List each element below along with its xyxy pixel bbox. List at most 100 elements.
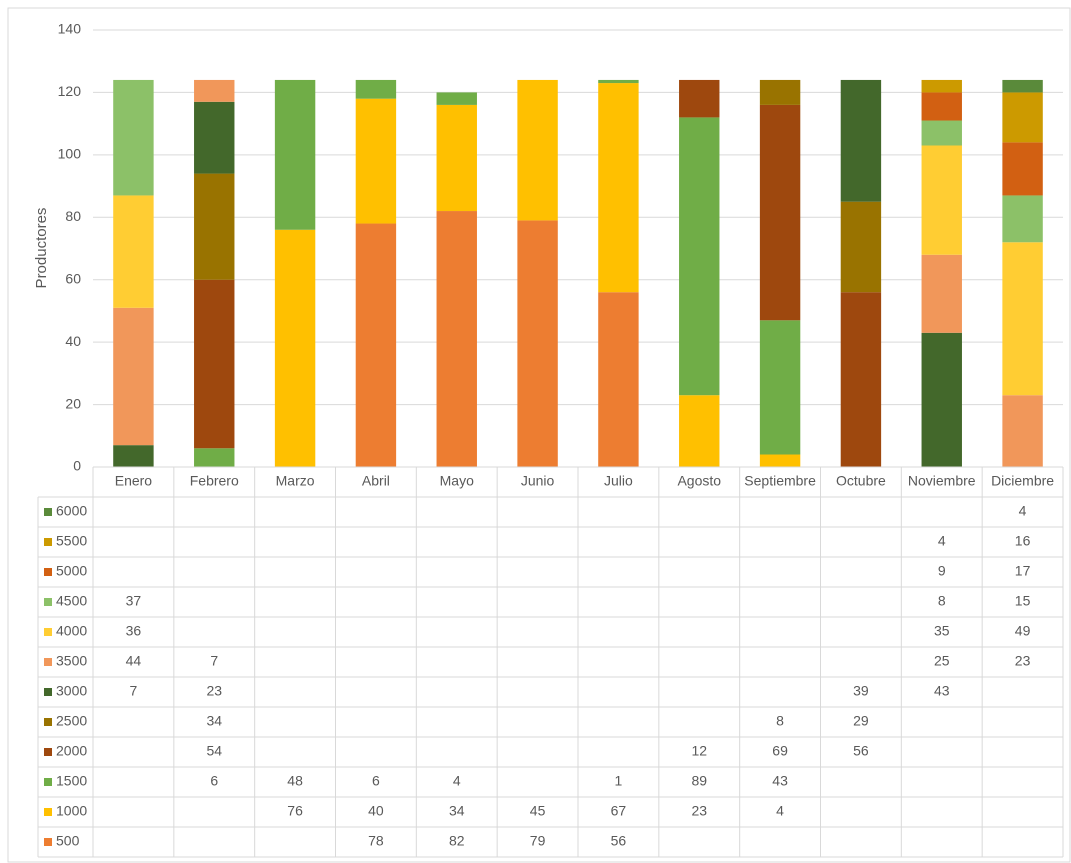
bar-segment: [517, 220, 558, 467]
legend-label: 5000: [56, 563, 87, 579]
bar-segment: [194, 101, 235, 174]
table-cell: 7: [130, 683, 138, 699]
y-tick-label: 40: [65, 333, 81, 349]
legend-label: 1000: [56, 803, 87, 819]
table-cell: 4: [776, 803, 784, 819]
table-cell: 82: [449, 833, 465, 849]
table-cell: 69: [772, 743, 788, 759]
table-cell: 1: [615, 773, 623, 789]
x-tick-label: Junio: [521, 473, 555, 489]
bar-segment: [1002, 92, 1043, 143]
table-cell: 29: [853, 713, 869, 729]
table-cell: 17: [1015, 563, 1031, 579]
table-cell: 35: [934, 623, 950, 639]
bar-segment: [355, 223, 397, 467]
legend-label: 4000: [56, 623, 87, 639]
legend-label: 500: [56, 833, 80, 849]
y-tick-label: 60: [65, 270, 81, 286]
table-cell: 15: [1015, 593, 1031, 609]
bar-segment: [194, 173, 235, 280]
legend-label: 3000: [56, 683, 87, 699]
bar-segment: [113, 307, 154, 446]
table-cell: 45: [530, 803, 546, 819]
table-cell: 39: [853, 683, 869, 699]
y-tick-label: 120: [58, 83, 82, 99]
y-tick-label: 140: [58, 21, 82, 37]
table-cell: 4: [1019, 503, 1027, 519]
table-cell: 40: [368, 803, 384, 819]
bar-segment: [355, 79, 397, 99]
bar-segment: [1002, 195, 1043, 243]
table-cell: 56: [853, 743, 869, 759]
y-tick-label: 100: [58, 146, 82, 162]
table-cell: 78: [368, 833, 384, 849]
table-cell: 8: [938, 593, 946, 609]
legend-key: [44, 598, 52, 606]
legend-key: [44, 568, 52, 576]
bar-segment: [1002, 395, 1043, 467]
table-cell: 9: [938, 563, 946, 579]
bar-segment: [921, 79, 962, 93]
y-tick-label: 80: [65, 208, 81, 224]
bar-segment: [921, 120, 962, 146]
legend-label: 2500: [56, 713, 87, 729]
table-cell: 4: [938, 533, 946, 549]
table-cell: 23: [206, 683, 222, 699]
table-cell: 8: [776, 713, 784, 729]
table-cell: 25: [934, 653, 950, 669]
table-cell: 36: [126, 623, 142, 639]
bar-segment: [598, 292, 639, 467]
bar-segment: [113, 79, 154, 196]
legend-key: [44, 778, 52, 786]
bar-segment: [194, 279, 235, 449]
table-cell: 43: [934, 683, 950, 699]
x-tick-label: Agosto: [677, 473, 721, 489]
legend-label: 4500: [56, 593, 87, 609]
bar-segment: [759, 104, 801, 321]
x-tick-label: Julio: [604, 473, 633, 489]
table-cell: 49: [1015, 623, 1031, 639]
legend-label: 3500: [56, 653, 87, 669]
x-tick-label: Abril: [362, 473, 390, 489]
legend-key: [44, 718, 52, 726]
x-tick-label: Septiembre: [744, 473, 816, 489]
bar-segment: [921, 332, 962, 467]
bar-segment: [679, 79, 720, 118]
table-cell: 79: [530, 833, 546, 849]
bar-segment: [436, 104, 477, 212]
table-cell: 16: [1015, 533, 1031, 549]
legend-key: [44, 538, 52, 546]
y-axis-label: Productores: [33, 208, 50, 289]
bar-segment: [1002, 242, 1043, 396]
legend-key: [44, 658, 52, 666]
table-cell: 23: [691, 803, 707, 819]
bar-segment: [679, 117, 720, 396]
bar-segment: [194, 448, 235, 467]
y-tick-label: 20: [65, 395, 81, 411]
bar-segment: [517, 79, 558, 221]
x-tick-label: Mayo: [440, 473, 474, 489]
legend-key: [44, 748, 52, 756]
table-cell: 43: [772, 773, 788, 789]
bar-segment: [1002, 79, 1043, 93]
bar-segment: [274, 229, 316, 467]
bar-segment: [113, 195, 154, 308]
x-tick-label: Marzo: [276, 473, 315, 489]
x-tick-label: Enero: [115, 473, 153, 489]
table-cell: 12: [691, 743, 707, 759]
table-cell: 34: [449, 803, 465, 819]
x-tick-label: Diciembre: [991, 473, 1054, 489]
bar-segment: [840, 292, 882, 467]
table-cell: 67: [611, 803, 627, 819]
bar-segment: [759, 320, 801, 455]
legend-key: [44, 688, 52, 696]
bar-segment: [436, 92, 477, 105]
bar-segment: [679, 395, 720, 467]
table-cell: 23: [1015, 653, 1031, 669]
legend-label: 5500: [56, 533, 87, 549]
bar-segment: [598, 79, 639, 84]
legend-key: [44, 838, 52, 846]
legend-label: 1500: [56, 773, 87, 789]
legend-label: 2000: [56, 743, 87, 759]
bar-segment: [921, 145, 962, 255]
